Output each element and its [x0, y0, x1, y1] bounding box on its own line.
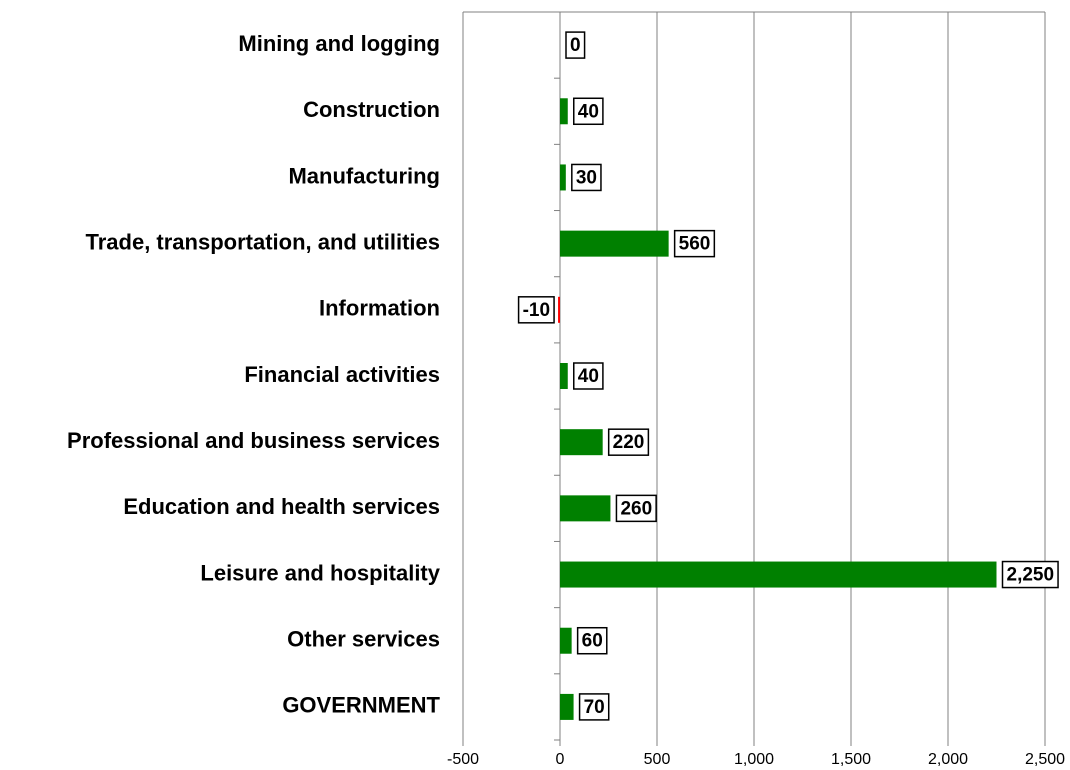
x-tick-label: 0: [556, 751, 565, 768]
value-label-box: [607, 428, 650, 456]
value-label: 60: [582, 631, 603, 652]
x-tick-label: 2,500: [1025, 751, 1065, 768]
value-label-box: [565, 31, 586, 59]
value-label: 2,250: [1007, 565, 1055, 586]
x-tick-label: 1,500: [831, 751, 871, 768]
value-label: -10: [523, 300, 550, 321]
x-tick-label: 500: [644, 751, 671, 768]
category-label: Education and health services: [123, 494, 440, 519]
category-label: GOVERNMENT: [282, 693, 440, 718]
category-label: Other services: [287, 627, 440, 652]
bar: [560, 230, 669, 257]
bar: [558, 296, 560, 323]
bar: [560, 561, 997, 588]
x-tick-label: 1,000: [734, 751, 774, 768]
category-label: Manufacturing: [288, 163, 440, 188]
x-tick-label: 2,000: [928, 751, 968, 768]
bar: [560, 98, 568, 125]
value-label-box: [573, 97, 604, 126]
value-label-box: [576, 626, 608, 655]
value-label-box: [571, 163, 602, 192]
value-label: 560: [679, 234, 711, 255]
category-label: Professional and business services: [67, 428, 440, 453]
value-label: 40: [578, 101, 599, 122]
bar: [560, 363, 568, 389]
bar: [560, 693, 574, 720]
category-label: Financial activities: [244, 362, 440, 387]
category-label: Leisure and hospitality: [200, 560, 440, 585]
value-label: 0: [570, 35, 581, 56]
x-tick-label: -500: [447, 751, 479, 768]
category-label: Construction: [303, 97, 440, 122]
bar: [560, 164, 566, 191]
value-label: 40: [578, 366, 599, 387]
value-label: 70: [584, 697, 605, 718]
value-label: 30: [576, 167, 597, 188]
value-label-box: [573, 362, 604, 390]
value-label-box: [517, 296, 555, 324]
value-label-box: [578, 693, 610, 721]
bar: [560, 429, 603, 456]
category-label: Mining and logging: [238, 31, 440, 56]
value-label-box: [615, 494, 657, 523]
category-label: Trade, transportation, and utilities: [86, 229, 441, 254]
value-label: 220: [613, 432, 645, 453]
value-label-box: [673, 229, 716, 258]
value-label: 260: [620, 498, 652, 519]
bar: [560, 495, 611, 522]
category-label: Information: [319, 296, 440, 321]
bar: [560, 627, 572, 654]
value-label-box: [1001, 560, 1059, 589]
